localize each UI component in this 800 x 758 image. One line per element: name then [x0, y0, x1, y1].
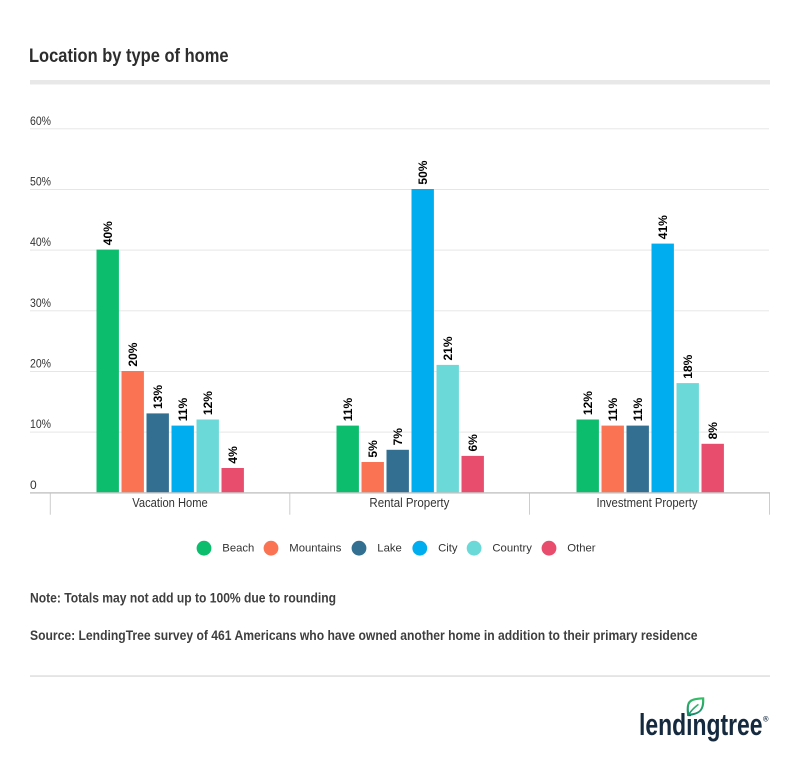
svg-text:5%: 5%: [366, 440, 380, 458]
svg-text:11%: 11%: [606, 398, 620, 422]
svg-text:City: City: [438, 543, 458, 555]
svg-text:60%: 60%: [30, 114, 51, 128]
svg-text:8%: 8%: [706, 422, 720, 440]
svg-text:10%: 10%: [30, 417, 51, 431]
svg-text:Source: LendingTree survey of: Source: LendingTree survey of 461 Americ…: [30, 628, 698, 644]
svg-text:11%: 11%: [176, 398, 190, 422]
svg-text:21%: 21%: [441, 336, 455, 360]
svg-text:Mountains: Mountains: [289, 543, 341, 555]
svg-text:Vacation Home: Vacation Home: [132, 495, 208, 510]
svg-text:Beach: Beach: [222, 543, 254, 555]
svg-text:40%: 40%: [30, 235, 51, 249]
svg-text:lendingtree: lendingtree: [639, 707, 763, 742]
svg-text:Rental Property: Rental Property: [369, 495, 449, 510]
svg-text:50%: 50%: [30, 175, 51, 189]
svg-text:Location by type of home: Location by type of home: [29, 46, 229, 67]
svg-text:50%: 50%: [416, 160, 430, 184]
svg-text:18%: 18%: [681, 354, 695, 378]
svg-text:7%: 7%: [391, 428, 405, 446]
svg-text:Country: Country: [492, 543, 532, 555]
svg-text:11%: 11%: [631, 398, 645, 422]
svg-text:Lake: Lake: [377, 543, 402, 555]
svg-text:12%: 12%: [201, 391, 215, 415]
svg-text:40%: 40%: [101, 221, 115, 245]
svg-text:Other: Other: [567, 543, 595, 555]
svg-text:20%: 20%: [30, 357, 51, 371]
svg-text:13%: 13%: [151, 385, 165, 409]
svg-text:®: ®: [763, 715, 769, 724]
svg-text:20%: 20%: [126, 342, 140, 366]
svg-text:0: 0: [30, 478, 37, 492]
svg-text:Note: Totals may not add up to: Note: Totals may not add up to 100% due …: [30, 590, 336, 606]
svg-text:6%: 6%: [466, 434, 480, 452]
svg-text:12%: 12%: [581, 391, 595, 415]
svg-text:41%: 41%: [656, 215, 670, 239]
svg-text:Investment Property: Investment Property: [597, 495, 698, 510]
svg-text:11%: 11%: [341, 398, 355, 422]
svg-text:4%: 4%: [226, 446, 240, 464]
svg-text:30%: 30%: [30, 296, 51, 310]
